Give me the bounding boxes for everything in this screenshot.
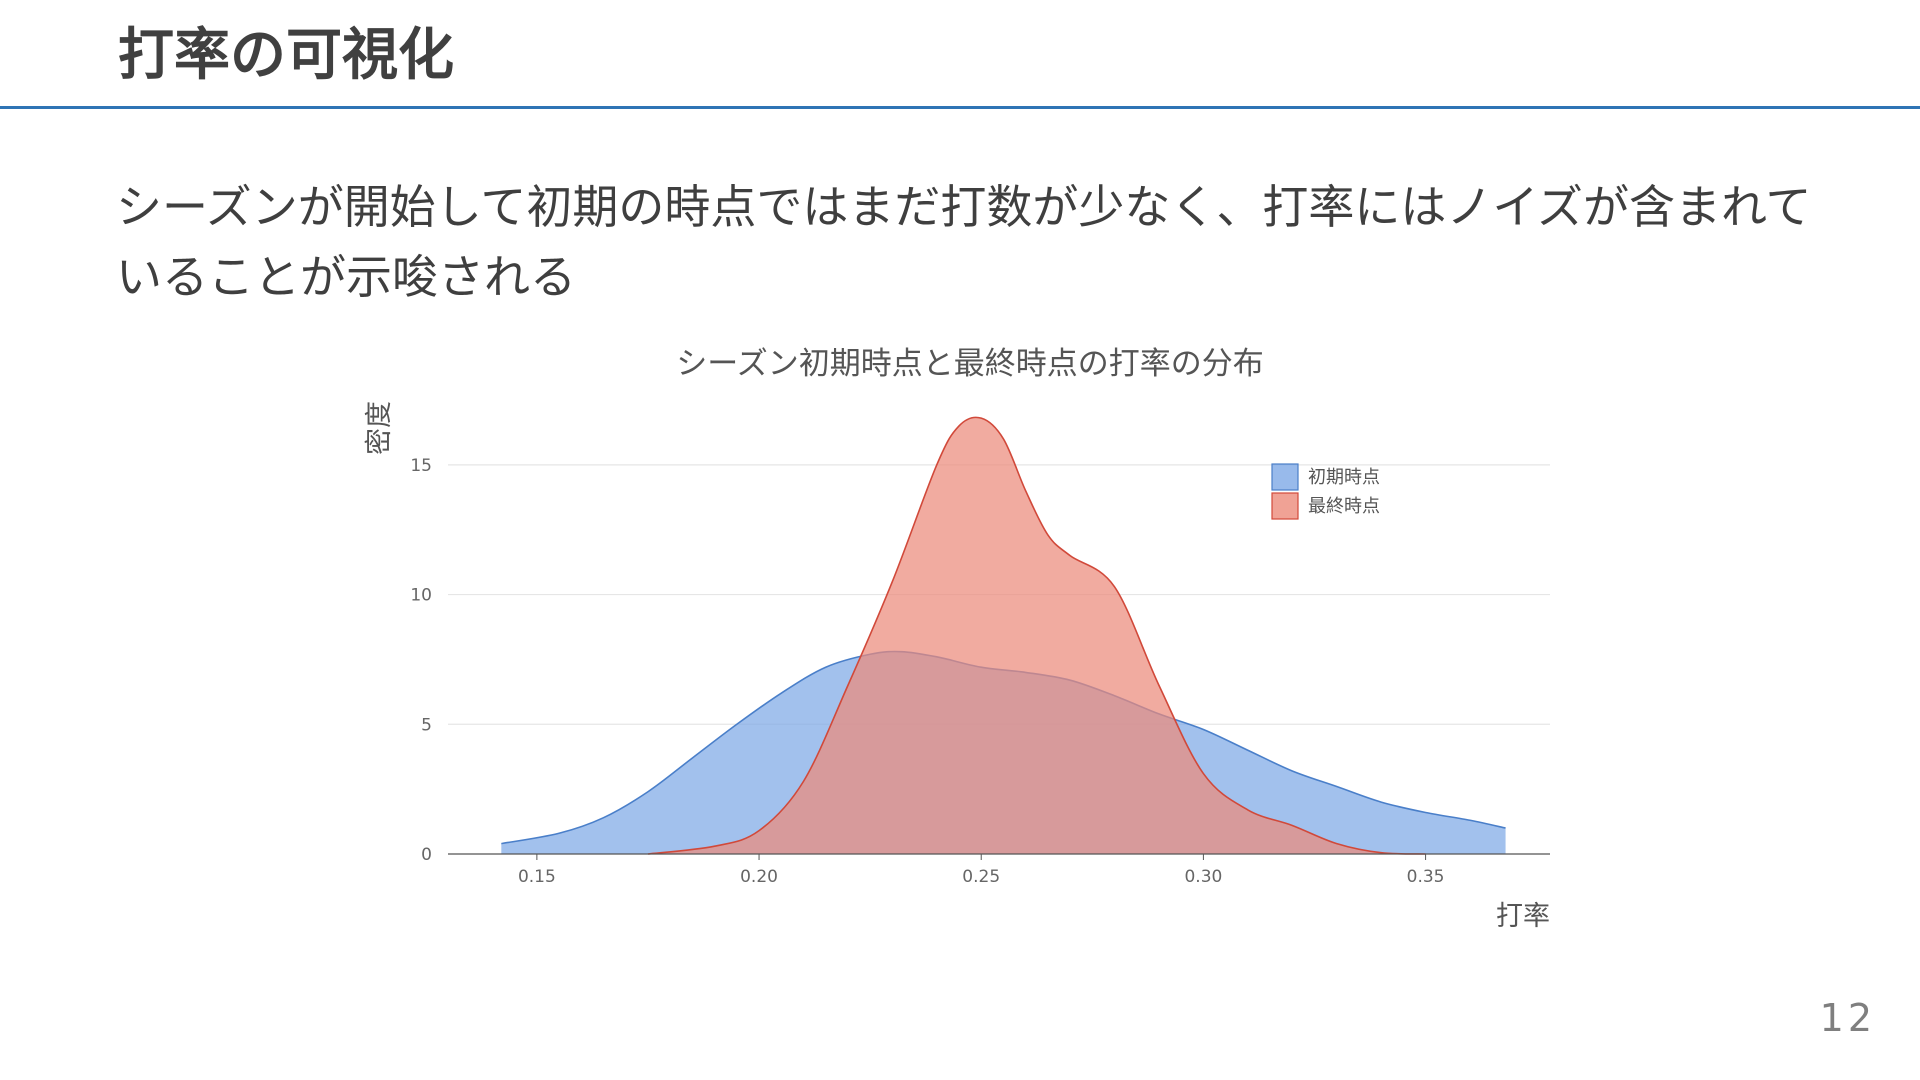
x-tick-label: 0.15 bbox=[518, 867, 556, 887]
y-axis-label: 密度 bbox=[364, 401, 395, 455]
body-text: シーズンが開始して初期の時点ではまだ打数が少なく、打率にはノイズが含まれているこ… bbox=[116, 180, 1812, 304]
y-tick-label: 0 bbox=[421, 845, 432, 865]
y-tick-label: 5 bbox=[421, 715, 432, 735]
x-tick-label: 0.30 bbox=[1184, 867, 1222, 887]
slide-title: 打率の可視化 bbox=[118, 23, 454, 88]
y-tick-label: 10 bbox=[410, 586, 432, 606]
legend-label-1: 初期時点 bbox=[1308, 467, 1380, 488]
x-tick-label: 0.25 bbox=[962, 867, 1000, 887]
x-tick-label: 0.35 bbox=[1407, 867, 1445, 887]
title-divider bbox=[0, 106, 1920, 109]
page-number: 12 bbox=[1819, 996, 1876, 1040]
density-line-2 bbox=[647, 416, 1426, 855]
legend-label-2: 最終時点 bbox=[1308, 496, 1380, 517]
density-area-2 bbox=[647, 417, 1426, 854]
axes: 0 5 10 15 0.15 0.20 0.25 0.30 0.35 bbox=[410, 456, 1550, 887]
chart-title: シーズン初期時点と最終時点の打率の分布 bbox=[676, 346, 1263, 382]
x-tick-label: 0.20 bbox=[740, 867, 778, 887]
density-areas bbox=[501, 416, 1506, 855]
density-chart: シーズン初期時点と最終時点の打率の分布 密度 打率 0 5 10 15 0.15 0.20… bbox=[364, 346, 1550, 932]
legend-swatch-2 bbox=[1271, 492, 1299, 520]
legend-swatch-1 bbox=[1271, 463, 1299, 491]
x-axis-label: 打率 bbox=[1496, 901, 1550, 932]
y-tick-label: 15 bbox=[410, 456, 432, 476]
